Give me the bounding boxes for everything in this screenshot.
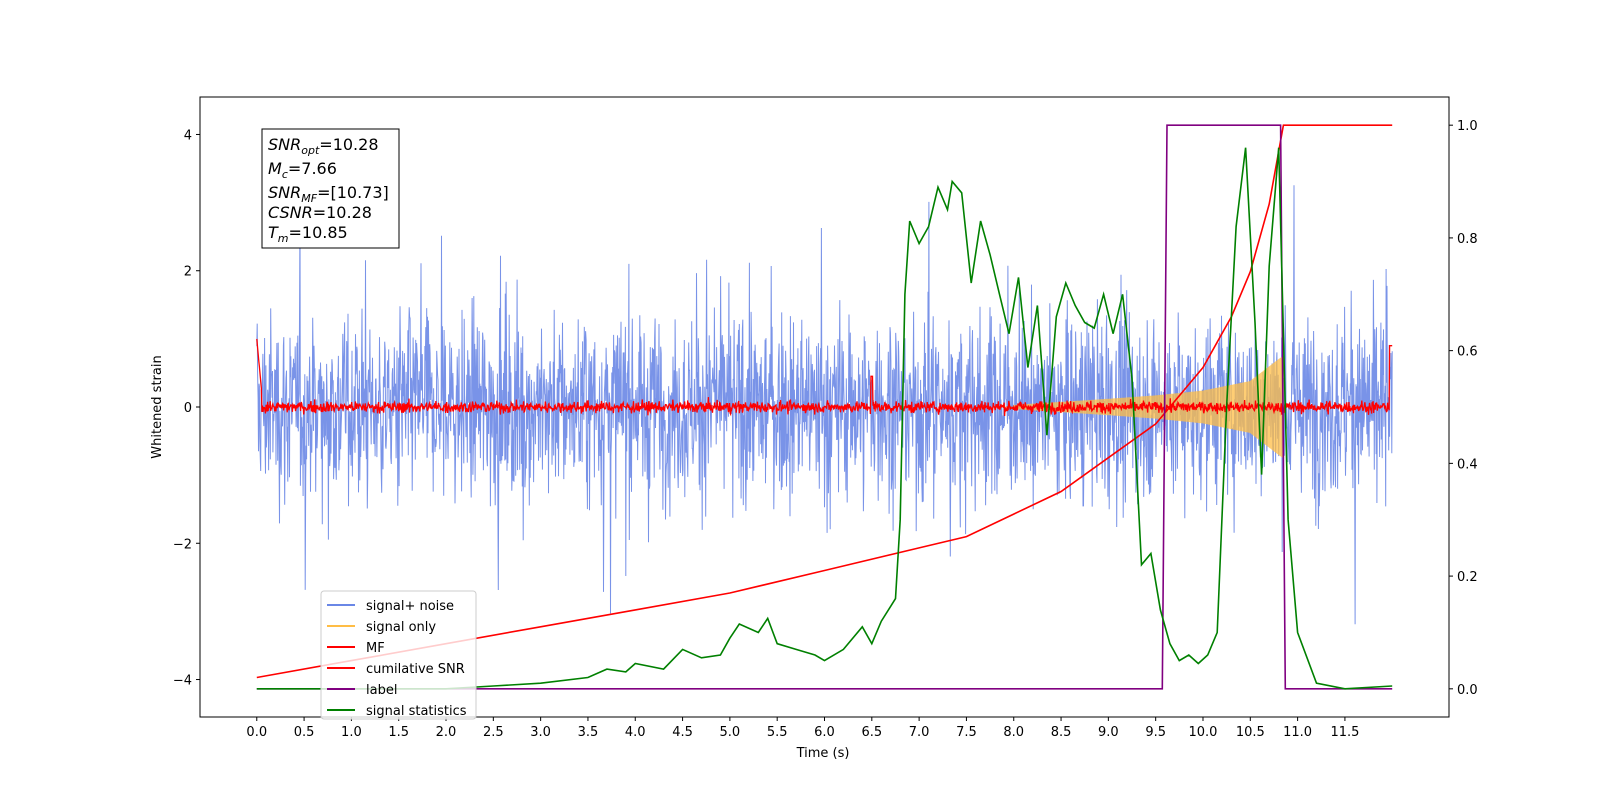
x-tick-label: 5.0 [720, 725, 741, 740]
y-right-tick-label: 0.0 [1457, 683, 1478, 698]
legend-label-mf: MF [366, 641, 385, 656]
snr-mf-stat: SNRMF=[10.73] [268, 183, 389, 205]
x-tick-label: 7.0 [909, 725, 930, 740]
x-tick-label: 5.5 [767, 725, 788, 740]
y-right-tick-label: 0.2 [1457, 570, 1478, 585]
y-right-tick-label: 0.4 [1457, 457, 1478, 472]
stats-box: SNRopt=10.28 Mc=7.66 SNRMF=[10.73] CSNR=… [261, 128, 400, 249]
legend-label-signal-noise: signal+ noise [366, 599, 454, 614]
x-tick-label: 6.5 [861, 725, 882, 740]
x-tick-label: 0.5 [294, 725, 315, 740]
x-tick-label: 0.0 [246, 725, 267, 740]
x-tick-label: 6.0 [814, 725, 835, 740]
x-tick-label: 7.5 [956, 725, 977, 740]
y-left-tick-label: 0 [184, 401, 192, 416]
x-tick-label: 8.5 [1051, 725, 1072, 740]
y-left-tick-label: −2 [173, 537, 192, 552]
series-layer [256, 124, 1393, 690]
x-tick-label: 8.0 [1003, 725, 1024, 740]
x-tick-label: 3.5 [578, 725, 599, 740]
y-right-tick-label: 1.0 [1457, 119, 1478, 134]
legend-label-signal-only: signal only [366, 620, 436, 635]
x-tick-label: 10.0 [1189, 725, 1218, 740]
x-tick-label: 11.0 [1283, 725, 1312, 740]
x-tick-label: 1.0 [341, 725, 362, 740]
snr-mf-value: [10.73] [330, 183, 388, 202]
csnr-stat: CSNR=10.28 [268, 203, 372, 222]
y-left-tick-label: 4 [184, 128, 192, 143]
series-label-line [256, 124, 1393, 690]
series-signal-statistics-line [256, 147, 1393, 690]
y-right-tick-label: 0.8 [1457, 232, 1478, 247]
y-right-tick-label: 0.6 [1457, 345, 1478, 360]
x-tick-label: 9.0 [1098, 725, 1119, 740]
x-tick-label: 2.5 [483, 725, 504, 740]
mc-stat: Mc=7.66 [268, 159, 337, 181]
csnr-value: 10.28 [326, 203, 372, 222]
x-tick-label: 3.0 [530, 725, 551, 740]
tm-stat: Tm=10.85 [268, 223, 348, 245]
x-tick-label: 4.0 [625, 725, 646, 740]
snr-opt-stat: SNRopt=10.28 [268, 135, 379, 157]
x-tick-label: 1.5 [388, 725, 409, 740]
x-tick-label: 10.5 [1236, 725, 1265, 740]
x-axis-label: Time (s) [796, 746, 850, 761]
snr-opt-value: 10.28 [333, 135, 379, 154]
legend-label-cumilative-snr: cumilative SNR [366, 662, 465, 677]
legend: signal+ noise signal only MF cumilative SNR… [320, 590, 477, 720]
series-mf-line [256, 338, 1393, 417]
y-left-tick-label: −4 [173, 674, 192, 689]
legend-label-label: label [366, 683, 397, 698]
x-tick-label: 4.5 [672, 725, 693, 740]
x-tick-label: 11.5 [1330, 725, 1359, 740]
y-left-tick-label: 2 [184, 265, 192, 280]
x-tick-label: 9.5 [1145, 725, 1166, 740]
series-cumulative-snr-line [256, 124, 1393, 679]
series-signal-only-line [994, 355, 1289, 459]
y-axis-label: Whitened strain [150, 355, 165, 458]
tm-value: 10.85 [302, 223, 348, 242]
ticks-layer: 0.0 0.5 1.0 1.5 2.0 2.5 3.0 3.5 4.0 4.5 5.0 5.5 6.0 6… [173, 119, 1478, 740]
x-tick-label: 2.0 [436, 725, 457, 740]
legend-label-signal-statistics: signal statistics [366, 704, 467, 719]
mc-value: 7.66 [301, 159, 337, 178]
